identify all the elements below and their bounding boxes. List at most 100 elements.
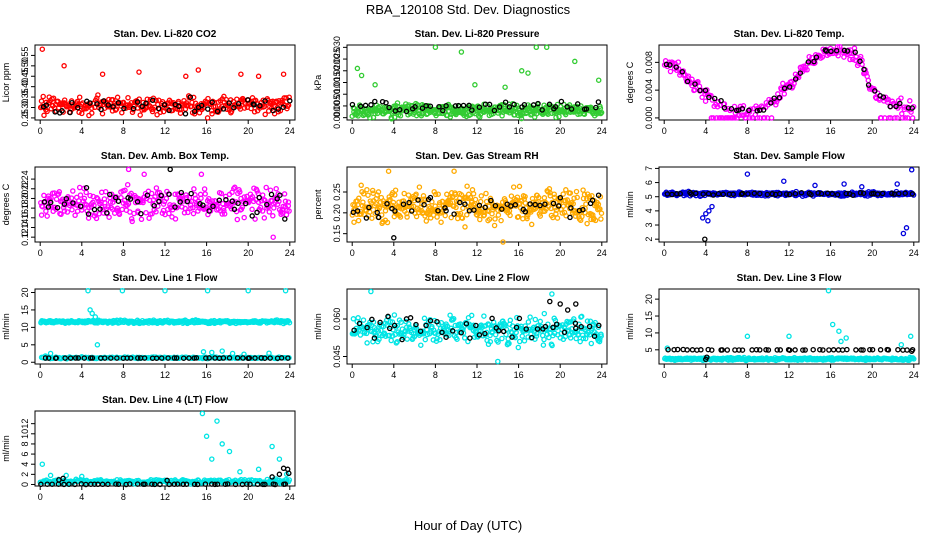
y-axis-label: ml/min — [313, 313, 323, 340]
data-point — [110, 103, 116, 110]
data-point — [818, 190, 825, 197]
data-point — [547, 298, 553, 305]
data-point — [491, 107, 498, 114]
data-point — [115, 198, 122, 204]
data-point — [191, 186, 197, 192]
x-tick-label: 20 — [243, 492, 253, 502]
data-point — [786, 84, 793, 90]
data-point — [518, 68, 525, 74]
data-point — [792, 76, 799, 82]
x-tick-label: 0 — [662, 248, 667, 258]
data-point — [728, 106, 735, 112]
data-point — [792, 190, 799, 197]
data-point — [68, 195, 75, 201]
data-point — [356, 195, 362, 202]
data-point — [908, 348, 915, 354]
data-point — [280, 71, 287, 77]
data-point — [443, 334, 449, 340]
data-point — [860, 190, 867, 196]
y-axis-label: percent — [313, 189, 323, 220]
y-tick-label: 3 — [644, 223, 654, 228]
data-point — [158, 192, 164, 199]
data-point — [510, 184, 517, 190]
x-tick-label: 12 — [160, 248, 170, 258]
data-point — [248, 105, 254, 112]
data-point — [368, 288, 374, 295]
data-point — [751, 190, 758, 197]
data-point — [94, 342, 101, 348]
data-point — [458, 191, 465, 198]
data-point — [731, 115, 737, 121]
data-point — [355, 315, 361, 321]
data-point — [58, 211, 64, 218]
data-point — [705, 218, 711, 224]
y-tick-label: 10 — [644, 328, 654, 338]
data-point — [151, 481, 158, 488]
data-point — [155, 105, 162, 112]
y-tick-label: 10 — [20, 322, 30, 332]
data-point — [129, 218, 135, 225]
data-point — [107, 191, 113, 198]
data-point — [811, 58, 817, 65]
data-point — [190, 210, 197, 217]
data-point — [524, 215, 530, 222]
y-axis-label: ml/min — [625, 191, 635, 218]
data-point — [191, 481, 198, 488]
x-tick-label: 4 — [79, 248, 84, 258]
data-point — [219, 348, 225, 354]
data-point — [692, 87, 698, 93]
x-tick-label: 12 — [160, 370, 170, 380]
data-point — [91, 481, 98, 487]
data-point — [826, 347, 832, 353]
y-tick-label: 0.20 — [20, 190, 30, 208]
data-point — [390, 199, 397, 206]
data-point — [266, 209, 273, 215]
data-point — [267, 355, 273, 361]
y-tick-label: 5 — [20, 342, 30, 347]
data-point — [365, 192, 371, 198]
data-point — [477, 216, 483, 223]
x-tick-label: 8 — [433, 370, 438, 380]
x-tick-label: 12 — [160, 126, 170, 136]
data-point — [203, 355, 209, 361]
data-point — [156, 198, 162, 205]
data-point — [508, 193, 515, 199]
data-point — [857, 190, 864, 196]
data-point — [412, 104, 418, 110]
data-point — [562, 333, 569, 340]
data-point — [119, 206, 125, 213]
data-point — [573, 325, 579, 332]
x-tick-label: 4 — [391, 248, 396, 258]
data-point — [198, 195, 204, 201]
data-point — [692, 81, 698, 87]
data-point — [249, 213, 255, 219]
data-point — [394, 322, 401, 329]
data-point — [394, 339, 400, 345]
data-point — [76, 198, 82, 204]
data-point — [513, 197, 519, 203]
x-tick-label: 0 — [662, 126, 667, 136]
data-point — [275, 106, 282, 112]
panel-title: Stan. Dev. Sample Flow — [733, 151, 845, 162]
data-point — [573, 188, 580, 195]
data-point — [53, 196, 60, 202]
data-point — [907, 98, 913, 104]
panel-title: Stan. Dev. Li-820 CO2 — [114, 29, 217, 40]
data-point — [423, 322, 429, 329]
data-point — [191, 111, 198, 117]
data-point — [214, 481, 221, 487]
data-point — [495, 358, 501, 365]
data-point — [718, 97, 724, 104]
data-point — [148, 190, 155, 197]
data-point — [404, 214, 410, 220]
data-point — [572, 213, 579, 219]
data-point — [740, 103, 747, 109]
panel-title: Stan. Dev. Line 4 (LT) Flow — [102, 395, 228, 406]
data-point — [535, 194, 542, 201]
data-point — [64, 209, 71, 215]
data-point — [781, 178, 787, 184]
data-point — [366, 204, 372, 211]
y-tick-label: 0.22 — [20, 180, 30, 198]
data-point — [407, 315, 414, 321]
series-all — [37, 410, 293, 487]
